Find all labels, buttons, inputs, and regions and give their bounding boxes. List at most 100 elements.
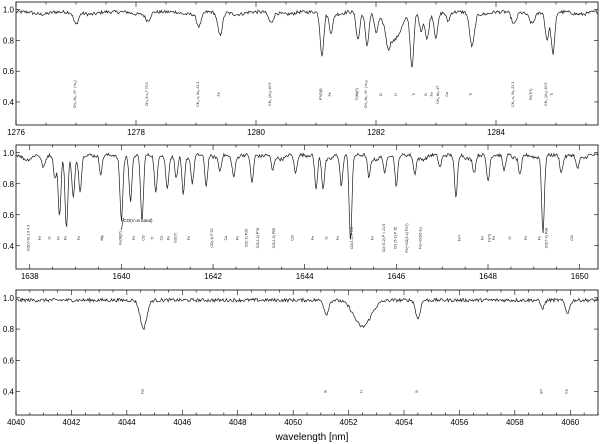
- line-id-label: Ti(Mg?): [355, 88, 359, 100]
- line-id-label: Fe: [167, 236, 171, 240]
- panel-frame: [15, 1, 599, 126]
- line-id-label: Cr: [424, 92, 428, 97]
- spectrum-panel-3: 0.4 0.6 0.8 1.0 4040 4042 4044 4046 4048 4050 4052…: [3, 289, 599, 427]
- x-tick-label: 1284: [487, 128, 505, 137]
- line-id-label: Fe: [217, 92, 221, 96]
- spectrum-line: [15, 9, 599, 68]
- panel-frame: [15, 144, 599, 270]
- x-tick-label: 4052: [340, 418, 358, 427]
- y-tick-label: 0.4: [3, 98, 15, 107]
- line-id-label: Fe?: [458, 235, 462, 241]
- line-id-label: Ni(?): [487, 234, 491, 242]
- line-id-label: H: [394, 93, 398, 96]
- y-tick-label: 0.8: [3, 325, 15, 334]
- line-id-label: P?(R)B: [319, 88, 323, 100]
- y-tick-label: 0.8: [3, 180, 15, 189]
- line-id-label: CH₄ ν₂ 3ν₄ 22.3: [511, 82, 515, 107]
- line-id-label: Si: [415, 390, 419, 393]
- line-id-label: Si: [508, 236, 512, 239]
- line-id-label: Ca: [445, 92, 449, 97]
- spectrum-panel-1: 0.4 0.6 0.8 1.0 1276 1278 1280 1282 1284 CH₄ 8ν₂ …: [3, 1, 599, 137]
- line-id-label: Si: [47, 236, 51, 239]
- line-id-label: CO(4-3) P55: [272, 228, 276, 248]
- y-tick-label: 0.6: [3, 356, 15, 365]
- line-id-label: Mg: [100, 236, 104, 241]
- annotation-label: CO(V=6 band): [123, 218, 153, 223]
- line-id-label: Fe: [336, 236, 340, 240]
- line-id-label: Fe: [63, 236, 67, 240]
- line-id-label: Fe: [524, 236, 528, 240]
- line-id-label: Fe(Mg?): [118, 231, 122, 245]
- line-id-label: Ca: [160, 236, 164, 241]
- line-id-label: CH₄ ν₂ 3ν₄ 22.3: [196, 82, 200, 107]
- line-id-label: CO(4-2) P76: [256, 228, 260, 248]
- line-id-label: CO: [290, 235, 294, 241]
- x-tick-label: 1278: [127, 128, 145, 137]
- line-id-label: CH₄ 8ν₂ 4?· (+ν₄): [364, 80, 368, 108]
- line-id-label: Fe: [235, 236, 239, 240]
- x-tick-label: 4050: [284, 418, 302, 427]
- x-tick-label: 4056: [451, 418, 469, 427]
- x-tick-label: 1642: [204, 272, 222, 281]
- spectrum-panel-2: 0.4 0.6 0.8 1.0 1638 1640 1642 1644 1646 1648 1650…: [3, 144, 599, 281]
- line-id-label: CO(7-4) P38: [545, 228, 549, 248]
- x-tick-label: 4054: [395, 418, 413, 427]
- line-id-label: Ti: [469, 93, 473, 96]
- line-id-label: Na: [140, 389, 144, 394]
- x-tick-label: 1638: [21, 272, 39, 281]
- line-id-label: Fe(+CO(5-2) P27): [405, 223, 409, 252]
- x-tick-label: 1644: [296, 272, 314, 281]
- line-id-label: Ti: [550, 93, 554, 96]
- line-id-label: Fe: [492, 236, 496, 240]
- x-tick-label: 1280: [247, 128, 265, 137]
- line-id-label: CO: [141, 235, 145, 241]
- line-id-label: Ti: [412, 93, 416, 96]
- y-tick-label: 0.6: [3, 211, 15, 220]
- panels-group: 0.4 0.6 0.8 1.0 1276 1278 1280 1282 1284 CH₄ 8ν₂ …: [3, 1, 599, 427]
- y-tick-label: 0.4: [3, 242, 15, 251]
- line-id-label: Ca: [224, 236, 228, 241]
- line-id-label: Si: [325, 236, 329, 239]
- x-tick-label: 4058: [506, 418, 524, 427]
- x-tick-label: 4060: [561, 418, 579, 427]
- line-id-label: CO(V=6) 1.9 4 3: [27, 225, 31, 251]
- line-id-label: Ti: [150, 236, 154, 239]
- line-id-label: Ni: [57, 236, 61, 240]
- line-id-label: Fe: [370, 236, 374, 240]
- line-id-label: Fe: [430, 92, 434, 96]
- y-tick-label: 0.4: [3, 388, 15, 397]
- x-tick-label: 1282: [367, 128, 385, 137]
- x-axis-label: wavelength [nm]: [275, 432, 349, 443]
- x-tick-label: 4046: [173, 418, 191, 427]
- line-id-label: Fe(Ti?): [529, 89, 533, 100]
- x-tick-label: 1640: [113, 272, 131, 281]
- line-id-label: CO(-1) P26: [244, 229, 248, 247]
- panel-frame: [15, 289, 599, 416]
- y-tick-label: 1.0: [3, 294, 15, 303]
- line-id-label: Fe: [538, 236, 542, 240]
- x-tick-label: 4048: [229, 418, 247, 427]
- spectrum-line: [15, 152, 599, 240]
- y-tick-label: 1.0: [3, 6, 15, 15]
- line-id-label: CO: [570, 235, 574, 241]
- line-id-label: CH₄ 8ν₂ 4?· (+ν₄): [73, 80, 77, 108]
- line-id-label: CH₄ (2ν₃) 40.5: [268, 83, 272, 106]
- line-id-label: CH₄ 8ν₂ 4?·: [436, 85, 440, 104]
- line-id-label: Fe: [480, 236, 484, 240]
- line-id-label: CO(-1) P 22: [210, 228, 214, 247]
- line-id-label: Ca: [565, 389, 569, 394]
- line-id-label: Fe: [187, 236, 191, 240]
- line-id-label: H: [359, 390, 363, 393]
- line-id-label: CO (5-2) P = 21.5: [382, 224, 386, 252]
- x-tick-label: 1650: [571, 272, 589, 281]
- x-tick-label: 4042: [63, 418, 81, 427]
- x-tick-label: 4044: [118, 418, 136, 427]
- line-id-label: Fe: [77, 236, 81, 240]
- spectrum-line: [15, 297, 599, 331]
- line-id-label: CH₄ (2ν₃) 40.5: [544, 83, 548, 106]
- annotation-pointer: [121, 217, 124, 231]
- line-id-label: Si: [323, 390, 327, 393]
- line-id-label: Si?: [540, 389, 544, 394]
- line-id-label: Fe: [38, 236, 42, 240]
